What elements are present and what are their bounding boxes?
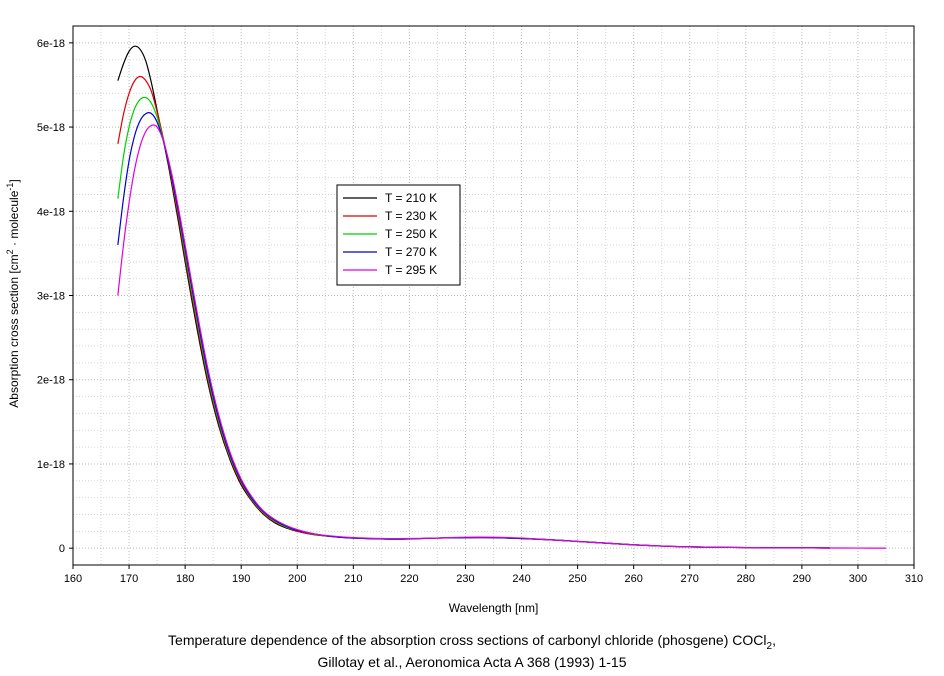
series-line-1 <box>117 45 830 549</box>
caption-subscript: 2 <box>766 640 773 652</box>
series-lines <box>117 45 886 549</box>
y-axis-title-part3: ] <box>7 179 21 182</box>
x-axis-title: Wavelength [nm] <box>449 601 539 615</box>
y-tick-label: 5e-18 <box>37 122 65 134</box>
y-axis-title: Absorption cross section [cm2 · molecule… <box>5 179 21 407</box>
caption-main: Temperature dependence of the absorption… <box>168 632 767 648</box>
y-tick-label: 4e-18 <box>37 206 65 218</box>
legend-label: T = 295 K <box>385 263 437 277</box>
series-line-2 <box>117 75 830 549</box>
caption-line-1: Temperature dependence of the absorption… <box>0 632 944 652</box>
x-tick-label: 210 <box>344 573 362 585</box>
caption-tail: , <box>772 632 776 648</box>
x-tick-label: 280 <box>737 573 755 585</box>
caption-line-2: Gillotay et al., Aeronomica Acta A 368 (… <box>317 654 627 670</box>
x-tick-label: 220 <box>400 573 418 585</box>
y-tick-label: 2e-18 <box>37 375 65 387</box>
y-tick-label: 1e-18 <box>37 459 65 471</box>
x-tick-label: 160 <box>64 573 82 585</box>
x-tick-label: 240 <box>512 573 530 585</box>
series-line-5 <box>117 124 886 549</box>
grid <box>72 25 915 566</box>
legend-label: T = 270 K <box>385 245 437 259</box>
legend-label: T = 250 K <box>385 227 437 241</box>
x-tick-label: 270 <box>681 573 699 585</box>
x-tick-label: 290 <box>793 573 811 585</box>
x-tick-label: 300 <box>849 573 867 585</box>
y-tick-label: 6e-18 <box>37 38 65 50</box>
legend: T = 210 K T = 230 K T = 250 K T = 270 K T = … <box>336 184 461 286</box>
legend-box <box>336 184 461 286</box>
legend-label: T = 230 K <box>385 209 437 223</box>
y-tick-label: 3e-18 <box>37 291 65 303</box>
x-tick-label: 260 <box>624 573 642 585</box>
y-axis-title-sup2: -1 <box>5 183 15 191</box>
y-axis-title-part1: Absorption cross section [cm <box>7 254 21 407</box>
x-tick-label: 250 <box>568 573 586 585</box>
x-tick-label: 230 <box>456 573 474 585</box>
x-tick-label: 310 <box>905 573 923 585</box>
x-tick-label: 170 <box>120 573 138 585</box>
chart: 160 170 180 190 200 210 220 230 240 250 260 270 280 2… <box>5 25 923 615</box>
y-axis-title-part2: · molecule <box>7 190 21 249</box>
y-tick-label: 0 <box>59 543 65 555</box>
x-tick-label: 200 <box>288 573 306 585</box>
x-tick-label: 180 <box>176 573 194 585</box>
y-axis-title-sup1: 2 <box>5 249 15 254</box>
series-line-3 <box>117 96 830 549</box>
legend-label: T = 210 K <box>385 191 437 205</box>
x-tick-label: 190 <box>232 573 250 585</box>
series-line-4 <box>117 112 830 549</box>
axis-ticks: 160 170 180 190 200 210 220 230 240 250 260 270 280 2… <box>37 38 923 585</box>
